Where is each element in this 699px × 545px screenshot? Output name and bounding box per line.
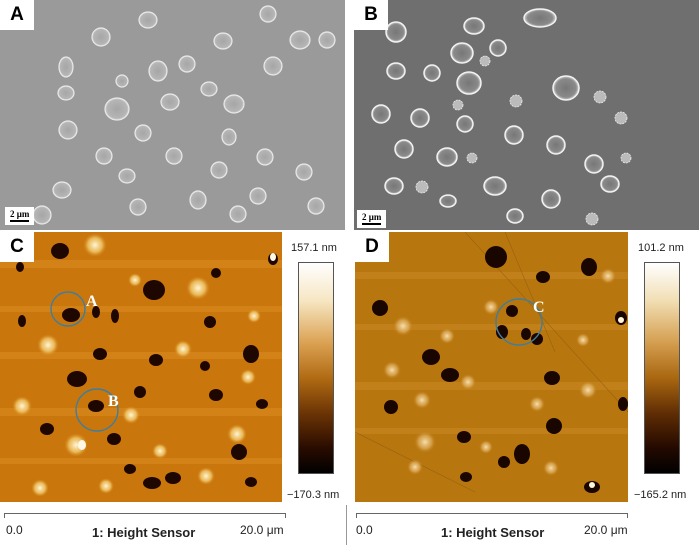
panel-d-label: D: [355, 232, 389, 262]
panel-d-colorbar-max: 101.2 nm: [638, 242, 684, 254]
panel-c-label: C: [0, 232, 34, 262]
panel-c-afm-image: A B C: [0, 232, 282, 502]
panel-c-x-tick-start: [4, 513, 5, 518]
panel-b-sem-image: B 2 μm: [354, 0, 699, 230]
panel-c-x-title: 1: Height Sensor: [92, 525, 196, 540]
panel-a-sem-image: A 2 μm: [0, 0, 345, 230]
sem-b-particles: [371, 8, 632, 226]
panel-c-colorbar: [298, 262, 334, 474]
panel-b-scale-text: 2 μm: [362, 212, 382, 222]
panel-d-x-axis-line: [356, 513, 628, 514]
panel-a-scale-text: 2 μm: [10, 209, 30, 219]
panel-d-circle-label-c: C: [533, 299, 545, 316]
panel-d-x-tick-start: [356, 513, 357, 518]
panel-d-x-start: 0.0: [356, 523, 373, 537]
panel-a-scale-bar: 2 μm: [5, 207, 35, 225]
panel-a-scale-line: [10, 220, 30, 222]
afm-c-topography: [0, 233, 282, 497]
panel-c-x-axis-line: [4, 513, 286, 514]
panel-c-colorbar-max: 157.1 nm: [291, 242, 337, 254]
afm-d-topography: [355, 232, 628, 493]
panel-b-scale-line: [362, 223, 382, 225]
panel-c-circle-label-a: A: [86, 293, 98, 310]
panel-c-x-start: 0.0: [6, 523, 23, 537]
panel-d-x-tick-end: [627, 513, 628, 518]
panel-b-scale-bar: 2 μm: [357, 210, 387, 228]
panel-a-label: A: [0, 0, 34, 30]
panel-d-circle-c: [495, 298, 543, 346]
sem-a-particles: [32, 5, 336, 225]
panel-d-x-end: 20.0 μm: [584, 523, 628, 537]
panel-d-x-title: 1: Height Sensor: [441, 525, 545, 540]
panel-c-circle-a: [50, 291, 86, 327]
panel-divider: [346, 505, 347, 545]
panel-c-x-end: 20.0 μm: [240, 523, 284, 537]
panel-c-x-tick-end: [285, 513, 286, 518]
panel-b-label: B: [354, 0, 388, 30]
panel-d-colorbar-min: −165.2 nm: [634, 489, 687, 501]
panel-d-colorbar: [644, 262, 680, 474]
panel-c-colorbar-min: −170.3 nm: [287, 489, 340, 501]
panel-d-afm-image: C D: [355, 232, 628, 502]
panel-c-circle-b: [75, 388, 119, 432]
panel-c-circle-label-b: B: [108, 393, 119, 410]
